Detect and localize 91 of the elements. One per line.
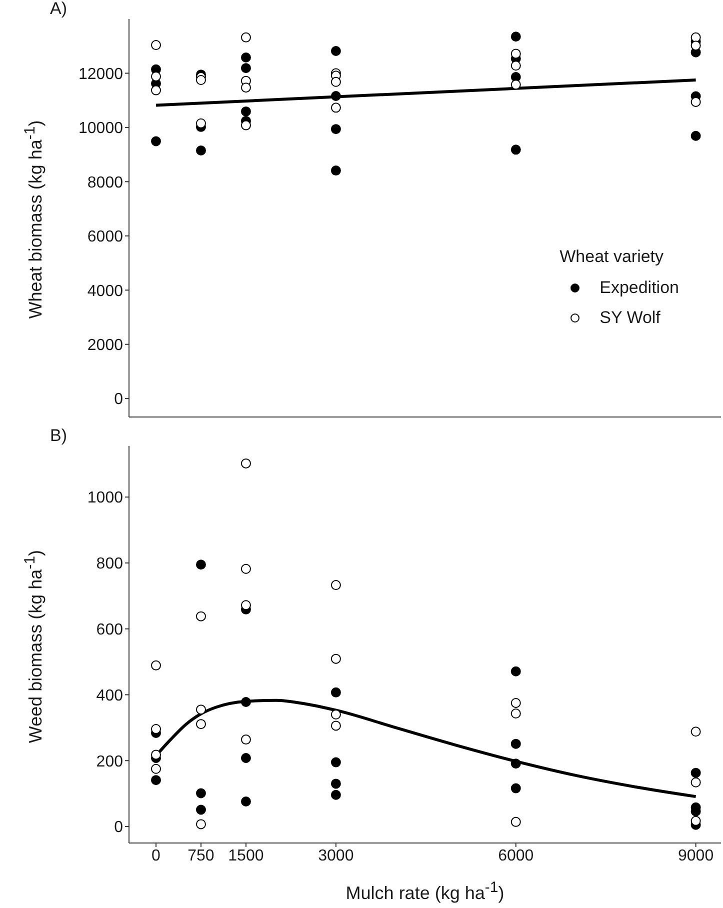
- point: [330, 710, 341, 720]
- x-tick-label: 1500: [228, 847, 264, 864]
- point: [330, 46, 341, 56]
- point: [150, 136, 161, 146]
- point: [330, 76, 341, 87]
- point: [510, 698, 521, 708]
- point: [196, 75, 206, 85]
- point: [330, 90, 341, 101]
- point: [330, 102, 341, 113]
- y-tick-label: 8000: [87, 174, 124, 192]
- y-tick-label: 0: [114, 819, 124, 836]
- point: [150, 724, 161, 734]
- point: [690, 726, 701, 737]
- y-tick-label: 400: [96, 687, 124, 704]
- point: [510, 708, 521, 719]
- point: [150, 764, 161, 774]
- point: [240, 82, 251, 93]
- point: [510, 666, 521, 676]
- point: [240, 120, 251, 130]
- point: [330, 124, 341, 134]
- point: [196, 611, 206, 622]
- y-tick-label: 6000: [87, 228, 124, 246]
- point: [510, 144, 521, 155]
- point: [330, 790, 341, 800]
- point: [150, 85, 161, 96]
- x-tick-label: 3000: [318, 847, 354, 864]
- point: [330, 778, 341, 789]
- point: [240, 32, 251, 42]
- point: [690, 777, 701, 788]
- legend-label: SY Wolf: [600, 308, 660, 328]
- y-tick-label: 10000: [78, 120, 124, 138]
- point: [240, 564, 251, 574]
- point: [240, 106, 251, 116]
- point: [690, 40, 701, 51]
- point: [510, 758, 521, 769]
- chart-title: B): [50, 426, 67, 446]
- y-tick-label: 0: [114, 391, 124, 408]
- x-tick-label: 6000: [498, 847, 534, 864]
- point: [240, 63, 251, 74]
- point: [196, 819, 206, 830]
- point: [240, 458, 251, 468]
- point: [510, 80, 521, 90]
- point: [510, 738, 521, 749]
- point: [240, 796, 251, 806]
- point: [690, 96, 701, 107]
- point: [240, 600, 251, 610]
- x-axis-title: Mulch rate (kg ha$^{-1}$): [344, 879, 506, 904]
- point: [196, 804, 206, 815]
- point: [150, 40, 161, 50]
- point: [690, 816, 701, 826]
- point: [330, 580, 341, 590]
- point: [240, 753, 251, 763]
- legend-label: Expedition: [600, 278, 679, 298]
- point: [196, 560, 206, 570]
- point: [690, 32, 701, 42]
- point: [510, 48, 521, 59]
- point: [330, 687, 341, 698]
- y-tick-label: 1000: [87, 490, 124, 507]
- point: [196, 704, 206, 715]
- point: [240, 52, 251, 62]
- point: [330, 166, 341, 176]
- point: [510, 32, 521, 42]
- point: [196, 719, 206, 730]
- y-tick-label: 600: [96, 622, 124, 639]
- y-tick-label: 800: [96, 556, 124, 573]
- x-tick-label: 750: [188, 847, 214, 864]
- x-tick-label: 0: [152, 847, 161, 864]
- y-tick-label: 4000: [87, 282, 124, 300]
- point: [150, 750, 161, 760]
- chart-title: A): [50, 0, 67, 19]
- point: [150, 775, 161, 786]
- point: [150, 660, 161, 670]
- legend-title: Wheat variety: [560, 247, 665, 267]
- point: [510, 783, 521, 794]
- point: [690, 130, 701, 141]
- point: [150, 71, 161, 82]
- point: [240, 734, 251, 745]
- y-tick-label: 200: [96, 753, 124, 770]
- point: [196, 788, 206, 798]
- point: [196, 118, 206, 128]
- point: [330, 757, 341, 768]
- point: [196, 145, 206, 156]
- x-tick-label: 9000: [678, 847, 714, 864]
- point: [240, 696, 251, 707]
- point: [330, 654, 341, 664]
- y-tick-label: 12000: [78, 66, 124, 83]
- point: [510, 60, 521, 71]
- point: [690, 768, 701, 778]
- point: [330, 720, 341, 731]
- point: [510, 816, 521, 827]
- y-tick-label: 2000: [87, 337, 124, 354]
